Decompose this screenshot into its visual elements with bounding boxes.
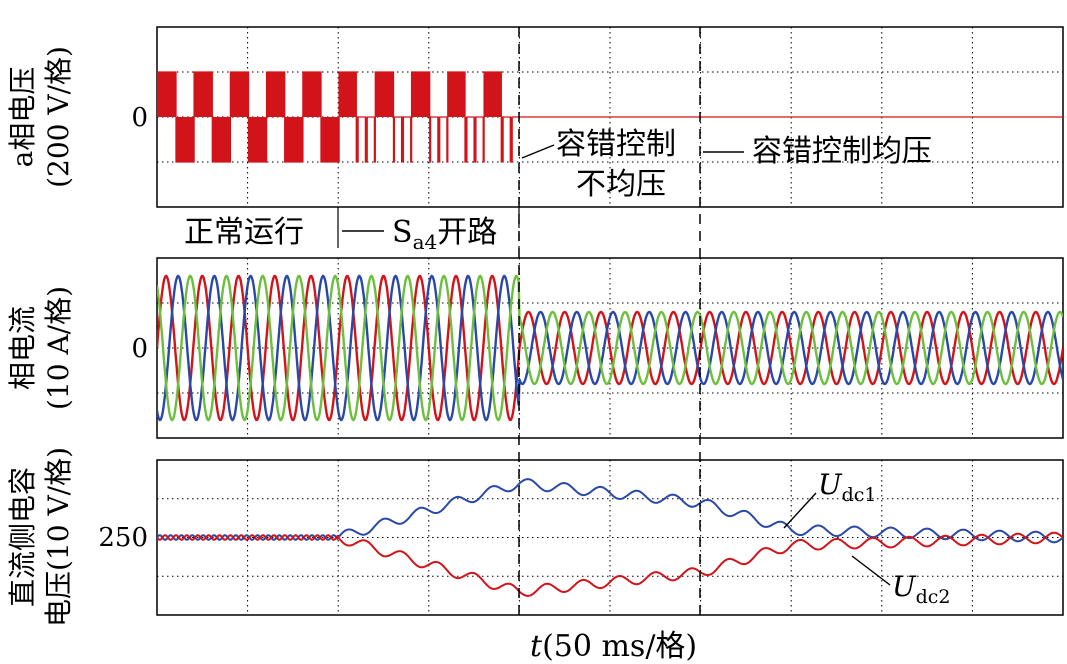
y-label-voltage: a相电压 (200 V/格) [6, 46, 75, 188]
current-trace-group [157, 274, 1063, 422]
udc2-leader [851, 555, 891, 586]
phase-a-voltage-trace [157, 71, 1063, 163]
voltage-trace-group [157, 71, 1063, 163]
ytick-dc-250: 250 [98, 523, 148, 553]
annotation-leader-1 [521, 144, 555, 159]
svg-text:直流侧电容: 直流侧电容 [6, 467, 39, 607]
annotation-ftc-balanced: 容错控制均压 [752, 134, 932, 169]
svg-text:(10 A/格): (10 A/格) [42, 286, 75, 410]
annotation-ftc-unbalanced-line1: 容错控制 [556, 127, 676, 162]
dc-trace-group [157, 478, 1063, 597]
current-trace-green [157, 274, 1063, 422]
x-axis-label: t(50 ms/格) [530, 629, 697, 664]
svg-text:(200 V/格): (200 V/格) [42, 46, 75, 188]
udc2-trace [157, 531, 1063, 597]
y-label-dc: 直流侧电容 电压(10 V/格) [6, 447, 75, 627]
svg-text:a相电压: a相电压 [6, 67, 39, 168]
svg-text:电压(10 V/格): 电压(10 V/格) [42, 447, 75, 627]
region-label-normal: 正常运行 [184, 215, 304, 250]
udc2-label: Udc2 [892, 570, 951, 608]
svg-text:相电流: 相电流 [6, 306, 39, 390]
ytick-current-zero: 0 [131, 334, 148, 364]
udc1-leader [783, 492, 817, 529]
udc1-label: Udc1 [818, 468, 877, 506]
current-trace-red [157, 274, 1063, 422]
ytick-voltage-zero: 0 [131, 103, 148, 133]
current-trace-blue [157, 274, 1063, 422]
region-label-fault: Sa4开路 [392, 215, 497, 254]
y-label-current: 相电流 (10 A/格) [6, 286, 75, 410]
annotation-ftc-unbalanced-line2: 不均压 [576, 167, 666, 202]
